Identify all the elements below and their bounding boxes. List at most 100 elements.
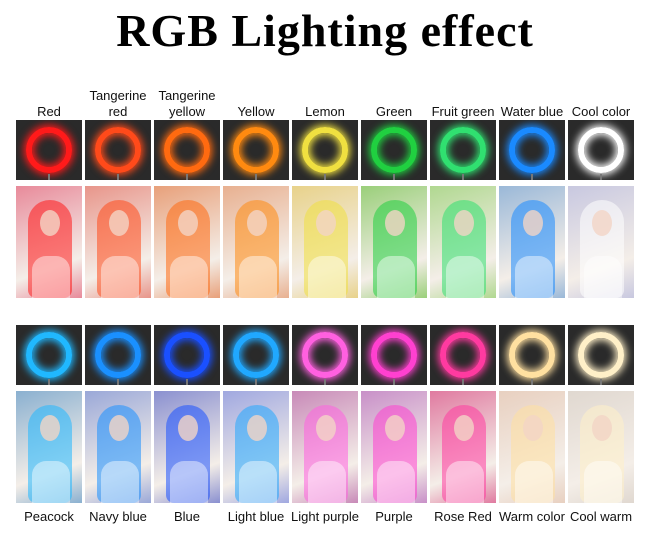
ring-light-icon xyxy=(371,332,417,378)
model-photo xyxy=(16,186,82,298)
color-label: Lemon xyxy=(305,104,345,119)
ring-light-image xyxy=(499,120,565,180)
ring-light-image xyxy=(430,120,496,180)
ring-light-image xyxy=(16,325,82,385)
stand-icon xyxy=(255,379,257,385)
ring-light-icon xyxy=(95,332,141,378)
color-swatch-purple: Purple xyxy=(361,325,427,529)
ring-light-image xyxy=(16,120,82,180)
color-label: Light purple xyxy=(291,508,359,524)
stand-icon xyxy=(393,174,395,180)
color-swatch-tangerine-red: Tangerine red xyxy=(85,80,151,298)
stand-icon xyxy=(531,174,533,180)
color-label: Rose Red xyxy=(434,508,492,524)
color-label: Green xyxy=(375,104,413,119)
color-swatch-blue: Blue xyxy=(154,325,220,529)
color-swatch-water-blue: Water blue xyxy=(499,80,565,298)
color-swatch-fruit-green: Fruit green xyxy=(430,80,496,298)
ring-light-image xyxy=(499,325,565,385)
color-label: Purple xyxy=(375,508,413,524)
ring-light-image xyxy=(223,325,289,385)
ring-light-icon xyxy=(302,332,348,378)
ring-light-image xyxy=(223,120,289,180)
page-title: RGB Lighting effect xyxy=(116,5,534,56)
stand-icon xyxy=(462,174,464,180)
ring-light-icon xyxy=(164,332,210,378)
model-photo xyxy=(292,186,358,298)
ring-light-icon xyxy=(440,332,486,378)
stand-icon xyxy=(117,174,119,180)
color-label: Cool color xyxy=(571,104,631,119)
ring-light-icon xyxy=(164,127,210,173)
color-label: Navy blue xyxy=(89,508,147,524)
stand-icon xyxy=(48,174,50,180)
color-swatch-lemon: Lemon xyxy=(292,80,358,298)
color-label: Red xyxy=(37,104,61,119)
model-photo xyxy=(85,391,151,503)
color-swatch-warm-color: Warm color xyxy=(499,325,565,529)
stand-icon xyxy=(48,379,50,385)
color-swatch-green: Green xyxy=(361,80,427,298)
model-photo xyxy=(499,391,565,503)
stand-icon xyxy=(600,379,602,385)
color-label: Tangerine red xyxy=(89,88,147,119)
stand-icon xyxy=(117,379,119,385)
top-color-row: Red Tangerine red Tangerine yellow Yellow Le… xyxy=(16,80,638,298)
color-swatch-navy-blue: Navy blue xyxy=(85,325,151,529)
model-photo xyxy=(154,186,220,298)
ring-light-image xyxy=(568,120,634,180)
color-swatch-yellow: Yellow xyxy=(223,80,289,298)
ring-light-icon xyxy=(578,127,624,173)
ring-light-icon xyxy=(578,332,624,378)
ring-light-icon xyxy=(371,127,417,173)
ring-light-image xyxy=(292,325,358,385)
model-photo xyxy=(430,186,496,298)
color-swatch-rose-red: Rose Red xyxy=(430,325,496,529)
model-photo xyxy=(292,391,358,503)
ring-light-image xyxy=(85,120,151,180)
ring-light-icon xyxy=(26,127,72,173)
model-photo xyxy=(568,186,634,298)
model-photo xyxy=(568,391,634,503)
ring-light-image xyxy=(568,325,634,385)
color-swatch-light-purple: Light purple xyxy=(291,325,359,529)
ring-light-icon xyxy=(509,332,555,378)
stand-icon xyxy=(255,174,257,180)
color-label: Warm color xyxy=(499,508,565,524)
ring-light-image xyxy=(154,120,220,180)
color-swatch-cool-warm: Cool warm xyxy=(568,325,634,529)
model-photo xyxy=(16,391,82,503)
stand-icon xyxy=(531,379,533,385)
stand-icon xyxy=(186,379,188,385)
color-swatch-tangerine-yellow: Tangerine yellow xyxy=(154,80,220,298)
model-photo xyxy=(499,186,565,298)
stand-icon xyxy=(324,174,326,180)
color-label: Fruit green xyxy=(431,104,495,119)
ring-light-image xyxy=(430,325,496,385)
ring-light-image xyxy=(85,325,151,385)
stand-icon xyxy=(324,379,326,385)
stand-icon xyxy=(600,174,602,180)
model-photo xyxy=(361,391,427,503)
ring-light-image xyxy=(154,325,220,385)
bottom-color-row: Peacock Navy blue Blue Light blue Light purp… xyxy=(16,325,638,529)
ring-light-icon xyxy=(440,127,486,173)
model-photo xyxy=(223,391,289,503)
ring-light-icon xyxy=(233,127,279,173)
model-photo xyxy=(223,186,289,298)
ring-light-image xyxy=(292,120,358,180)
ring-light-icon xyxy=(26,332,72,378)
color-label: Blue xyxy=(173,508,201,524)
color-label: Cool warm xyxy=(569,508,633,524)
ring-light-icon xyxy=(302,127,348,173)
stand-icon xyxy=(186,174,188,180)
ring-light-icon xyxy=(95,127,141,173)
color-label: Tangerine yellow xyxy=(158,88,216,119)
color-label: Yellow xyxy=(237,104,275,119)
ring-light-icon xyxy=(233,332,279,378)
ring-light-image xyxy=(361,325,427,385)
model-photo xyxy=(85,186,151,298)
ring-light-image xyxy=(361,120,427,180)
ring-light-icon xyxy=(509,127,555,173)
stand-icon xyxy=(393,379,395,385)
